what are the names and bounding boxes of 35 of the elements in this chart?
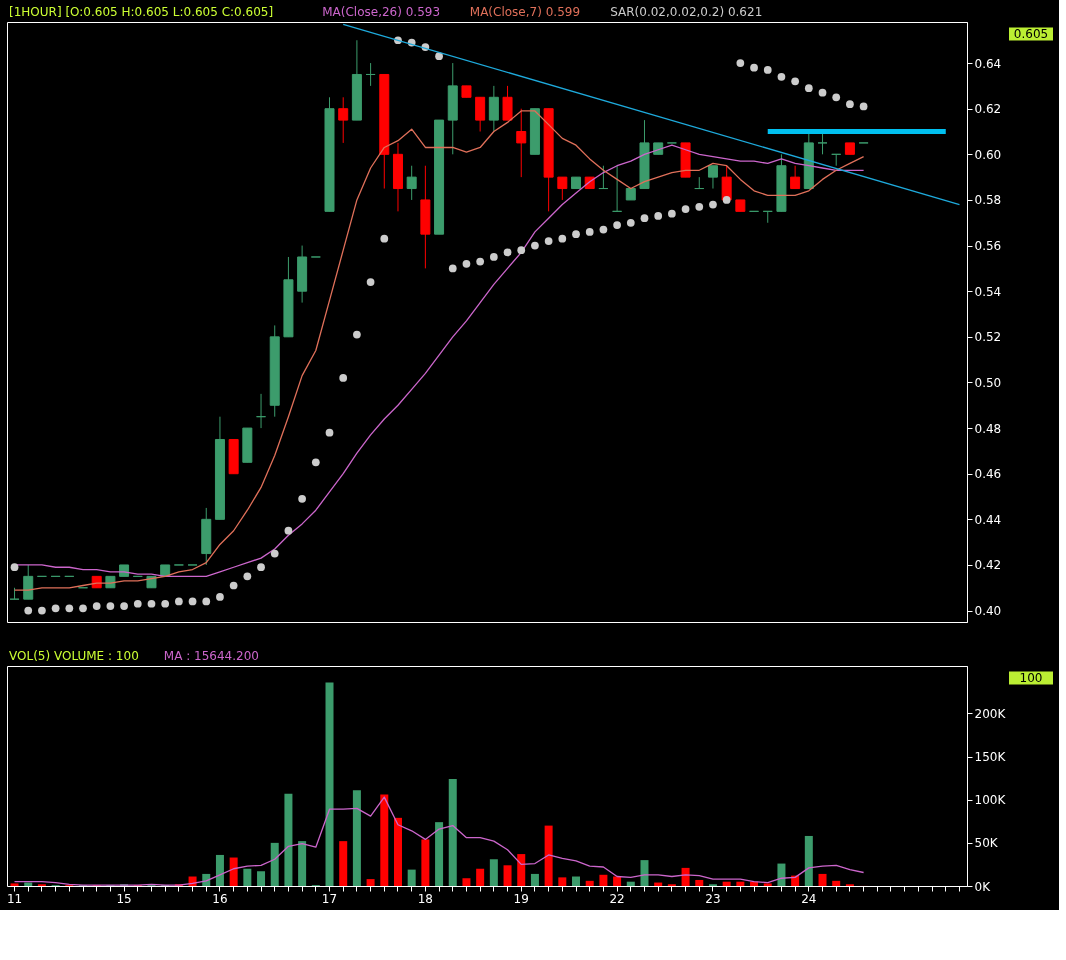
chart-title: VOL(5) VOLUME : 100 [9,649,139,663]
text: MA : 15644.200 [163,649,259,663]
y-tick-label: 0K [974,879,992,894]
x-tick-label: 19 [513,891,529,906]
y-tick-label: 0.52 [974,330,1002,345]
x-tick-label: 16 [212,891,228,906]
chart-title: [1HOUR] [O:0.605 H:0.605 L:0.605 C:0.605] [9,5,274,19]
y-tick-label: 50K [974,836,999,851]
y-tick-label: 0.48 [974,421,1002,436]
y-tick-label: 150K [974,750,1007,765]
text: 0.605 [1013,27,1049,41]
y-tick-label: 0.54 [974,284,1002,299]
x-tick-label: 11 [6,891,23,906]
text: SAR(0.02,0.02,0.2) 0.621 [610,5,763,19]
x-tick-label: 17 [321,891,338,906]
text: MA(Close,26) 0.593 [322,5,441,19]
y-tick-label: 0.42 [974,558,1002,573]
y-tick-label: 100K [974,793,1007,808]
x-tick-label: 24 [801,891,817,906]
x-tick-label: 22 [609,891,625,906]
text: MA(Close,7) 0.599 [469,5,581,19]
x-tick-label: 23 [705,891,721,906]
y-tick-label: 200K [974,706,1007,721]
x-tick-label: 18 [417,891,434,906]
y-tick-label: 0.44 [974,512,1002,527]
x-tick-label: 15 [116,891,132,906]
y-tick-label: 0.50 [974,375,1002,390]
y-tick-label: 0.64 [974,56,1002,71]
y-tick-label: 0.58 [974,193,1002,208]
y-tick-label: 0.40 [974,604,1002,619]
y-tick-label: 0.56 [974,239,1002,254]
y-tick-label: 0.62 [974,102,1002,117]
y-tick-label: 0.46 [974,467,1002,482]
y-tick-label: 0.60 [974,147,1002,162]
text: 100 [1019,671,1043,685]
